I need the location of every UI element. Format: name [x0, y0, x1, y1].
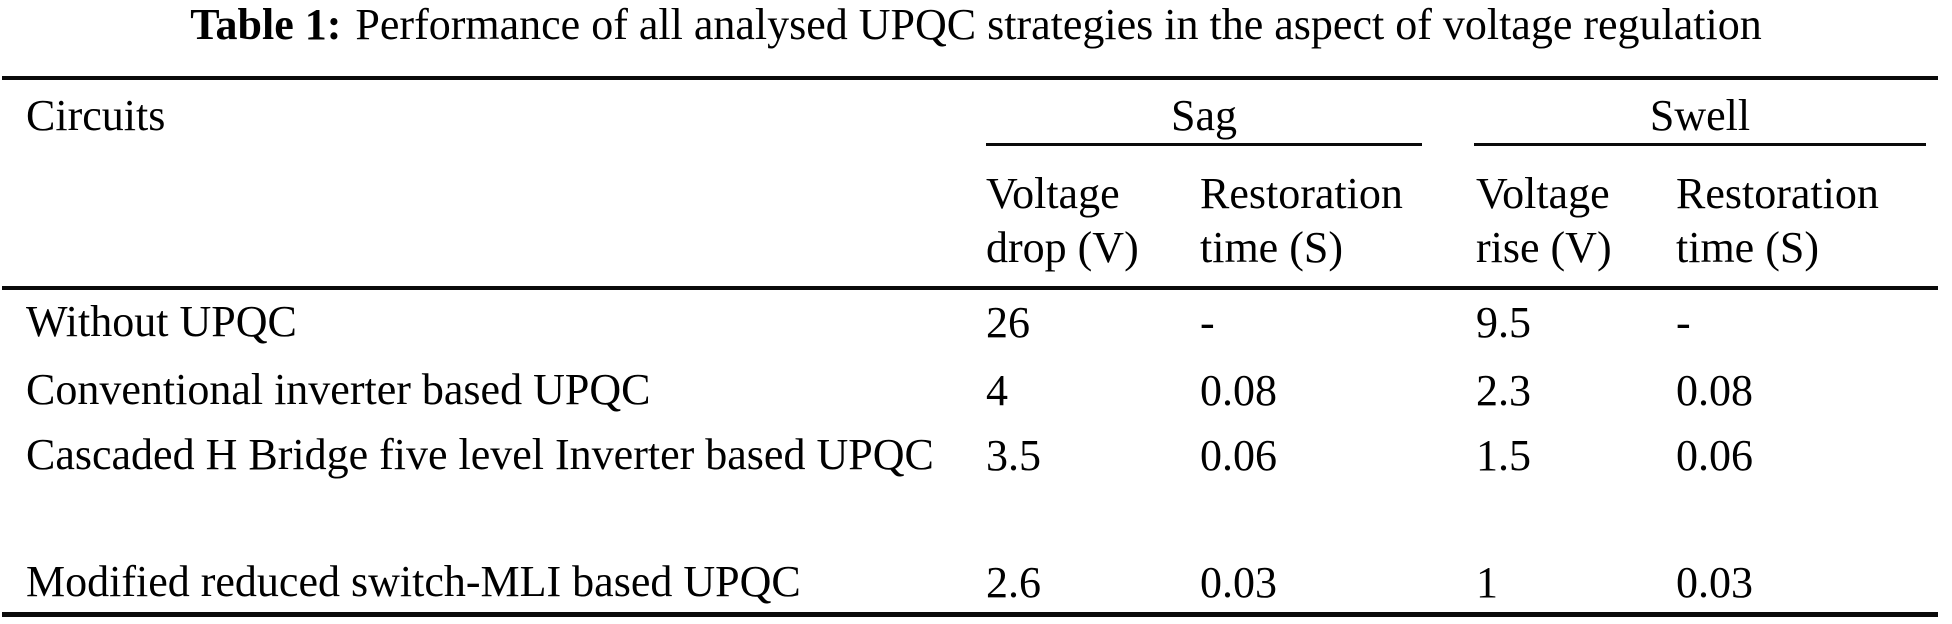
cell-value: 0.08: [1200, 366, 1277, 415]
cell-value: 26: [986, 298, 1030, 347]
table-caption-text: Performance of all analysed UPQC strateg…: [355, 0, 1762, 49]
cell-value: 0.06: [1676, 431, 1753, 480]
cell-value: 2.6: [986, 558, 1041, 607]
cell-value: 0.08: [1676, 366, 1753, 415]
cell-value: 0.06: [1200, 431, 1277, 480]
cell-value: 1: [1476, 558, 1498, 607]
row-circuit-label: Without UPQC: [26, 297, 297, 346]
group-header-swell: Swell: [1649, 91, 1751, 140]
column-header-circuits: Circuits: [26, 91, 166, 140]
subheader-voltage-rise: Voltage rise (V): [1476, 169, 1612, 272]
cell-value: -: [1676, 298, 1691, 347]
cell-value: -: [1200, 298, 1215, 347]
row-circuit-label: Cascaded H Bridge five level Inverter ba…: [26, 430, 934, 479]
swell-group-underline: [1474, 143, 1926, 146]
table-header-rule: [2, 286, 1938, 290]
table-caption-label: Table 1:: [190, 0, 342, 49]
cell-value: 4: [986, 366, 1008, 415]
group-header-sag: Sag: [1171, 91, 1237, 140]
cell-value: 2.3: [1476, 366, 1531, 415]
cell-value: 1.5: [1476, 431, 1531, 480]
table-top-rule: [2, 76, 1938, 80]
subheader-restoration-time-sag: Restoration time (S): [1200, 169, 1403, 272]
subheader-restoration-time-swell: Restoration time (S): [1676, 169, 1879, 272]
table-caption: Table 1: Performance of all analysed UPQC…: [0, 0, 1952, 52]
cell-value: 9.5: [1476, 298, 1531, 347]
cell-value: 0.03: [1200, 558, 1277, 607]
cell-value: 0.03: [1676, 558, 1753, 607]
subheader-voltage-drop: Voltage drop (V): [986, 169, 1139, 272]
cell-value: 3.5: [986, 431, 1041, 480]
row-circuit-label: Conventional inverter based UPQC: [26, 365, 651, 414]
table-bottom-rule: [2, 612, 1938, 617]
row-circuit-label: Modified reduced switch-MLI based UPQC: [26, 557, 801, 606]
sag-group-underline: [986, 143, 1422, 146]
